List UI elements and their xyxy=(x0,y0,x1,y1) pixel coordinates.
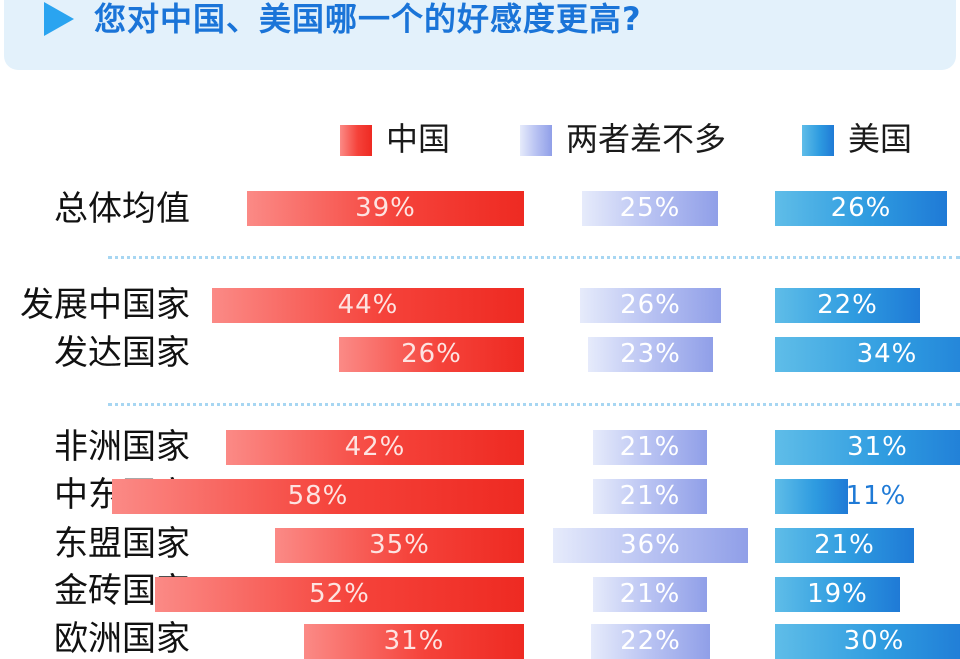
bar-similar xyxy=(582,191,718,226)
play-triangle-icon xyxy=(44,2,74,36)
bar-usa xyxy=(775,337,960,372)
bar-similar xyxy=(593,577,707,612)
bar-value-label: 26% xyxy=(830,193,892,223)
bar-china xyxy=(155,577,524,612)
bar-value-label: 26% xyxy=(401,339,462,369)
bar-china xyxy=(226,430,524,465)
bar-similar xyxy=(553,528,748,563)
category-label: 欧洲国家 xyxy=(54,619,190,659)
bar-value-label: 11% xyxy=(845,481,907,511)
bar-usa xyxy=(775,577,900,612)
bar-value-label: 58% xyxy=(287,481,349,511)
bar-value-label: 22% xyxy=(817,290,878,320)
bar-value-label: 31% xyxy=(847,432,908,462)
title-banner: 您对中国、美国哪一个的好感度更高? xyxy=(4,0,956,70)
bar-china xyxy=(275,528,524,563)
bar-similar xyxy=(591,624,710,659)
bar-value-label: 21% xyxy=(814,530,875,560)
bar-value-label: 42% xyxy=(344,432,406,462)
chart-title: 您对中国、美国哪一个的好感度更高? xyxy=(94,0,642,38)
bar-similar xyxy=(588,337,713,372)
legend-swatch-china xyxy=(340,125,372,156)
bar-value-label: 30% xyxy=(843,626,905,656)
bar-similar xyxy=(593,479,707,514)
bar-usa xyxy=(775,528,914,563)
legend-swatch-usa xyxy=(802,125,834,156)
bar-usa xyxy=(775,191,947,226)
bar-china xyxy=(212,288,524,323)
bar-similar xyxy=(593,430,707,465)
bar-value-label: 22% xyxy=(620,626,681,656)
bar-value-label: 44% xyxy=(337,290,399,320)
category-label: 东盟国家 xyxy=(54,524,190,564)
bar-china xyxy=(304,624,524,659)
bar-value-label: 34% xyxy=(856,339,918,369)
bar-value-label: 31% xyxy=(383,626,445,656)
bar-value-label: 21% xyxy=(619,579,681,609)
legend-label-similar: 两者差不多 xyxy=(566,120,727,158)
legend-label-china: 中国 xyxy=(386,120,451,158)
divider xyxy=(108,403,960,406)
legend-swatch-similar xyxy=(520,125,552,156)
bar-value-label: 25% xyxy=(619,193,681,223)
legend-label-usa: 美国 xyxy=(848,120,913,158)
bar-value-label: 21% xyxy=(619,481,681,511)
category-label: 发达国家 xyxy=(54,333,190,373)
bar-value-label: 39% xyxy=(355,193,416,223)
bar-value-label: 23% xyxy=(620,339,681,369)
bar-usa xyxy=(775,430,960,465)
bar-china xyxy=(247,191,524,226)
bar-value-label: 52% xyxy=(309,579,370,609)
bar-usa xyxy=(775,624,960,659)
category-label: 非洲国家 xyxy=(54,427,190,467)
bar-china xyxy=(112,479,524,514)
bar-value-label: 19% xyxy=(807,579,868,609)
bar-similar xyxy=(580,288,721,323)
category-label: 发展中国家 xyxy=(20,285,190,325)
bar-value-label: 35% xyxy=(369,530,430,560)
bar-value-label: 26% xyxy=(620,290,681,320)
category-label: 总体均值 xyxy=(54,189,190,229)
bar-value-label: 36% xyxy=(620,530,681,560)
bar-china xyxy=(339,337,524,372)
bar-value-label: 21% xyxy=(619,432,681,462)
bar-usa xyxy=(775,288,920,323)
bar-usa xyxy=(775,479,848,514)
divider xyxy=(108,256,960,259)
